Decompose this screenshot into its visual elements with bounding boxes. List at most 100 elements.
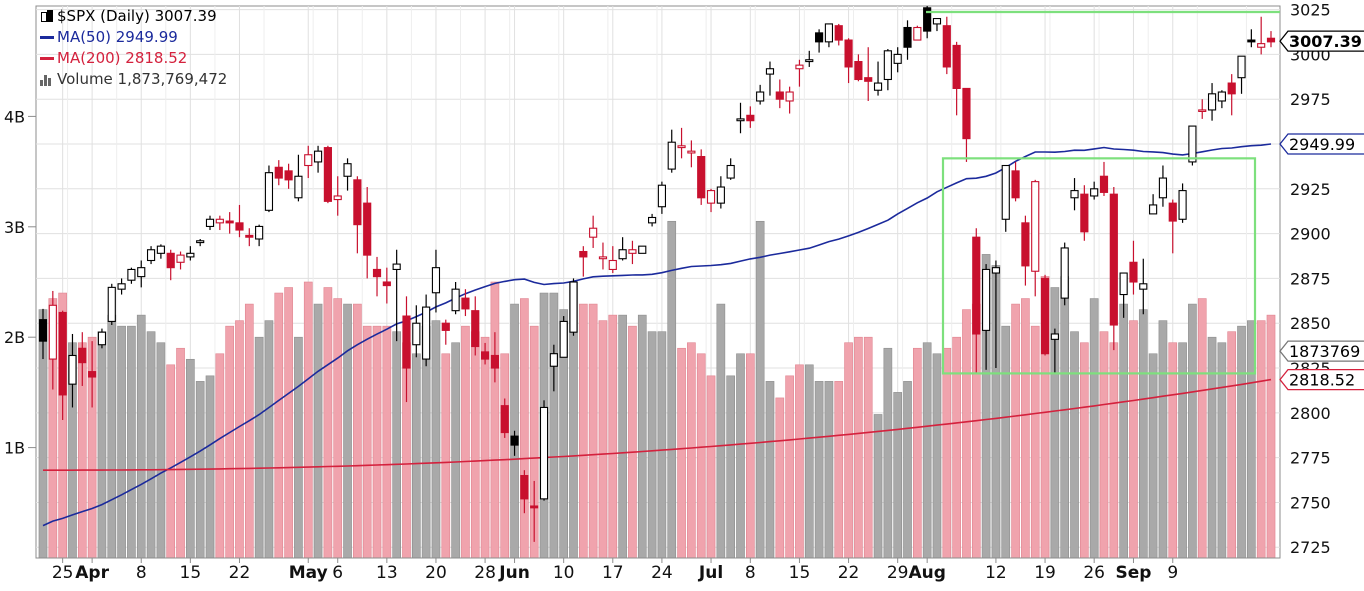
price-tick-label: 2800 xyxy=(1290,404,1331,423)
volume-bar xyxy=(1148,353,1158,559)
candle-body xyxy=(834,25,843,41)
candle-body xyxy=(1257,43,1266,48)
candle-body xyxy=(166,252,175,269)
volume-bar xyxy=(637,314,647,559)
volume-tick-label: 2B xyxy=(4,328,25,347)
price-tick-label: 2850 xyxy=(1290,314,1331,333)
candle-body xyxy=(480,351,490,360)
candle-body xyxy=(205,218,215,227)
candle-body xyxy=(706,190,716,204)
candle-body xyxy=(805,59,814,63)
candle-body xyxy=(1227,82,1236,95)
date-tick-label: 17 xyxy=(602,563,624,583)
volume-bar xyxy=(903,381,912,559)
candle-body xyxy=(264,172,274,211)
volume-bar xyxy=(1099,331,1109,559)
candle-body xyxy=(1011,170,1020,199)
candle-body xyxy=(461,297,470,310)
candle-body xyxy=(88,371,97,378)
volume-bar xyxy=(922,342,932,559)
candle-body xyxy=(913,26,922,41)
candle-body xyxy=(196,240,205,244)
candle-body xyxy=(736,118,745,122)
candle-body xyxy=(530,505,539,509)
moving-averages xyxy=(42,143,1272,527)
price-tick-label: 2925 xyxy=(1290,180,1331,199)
volume-bar xyxy=(372,325,382,559)
volume-bar xyxy=(834,381,844,559)
candle-body xyxy=(667,141,676,170)
candle-body xyxy=(490,354,499,369)
candle-body xyxy=(1188,125,1197,163)
candle-icon xyxy=(40,9,54,24)
volume-bar xyxy=(284,287,293,559)
value-tag-label: 2949.99 xyxy=(1289,135,1355,154)
volume-bar xyxy=(1158,320,1168,559)
value-tag-red: 2818.52 xyxy=(1279,368,1364,391)
candle-body xyxy=(245,234,254,238)
volume-bar xyxy=(628,325,637,559)
value-tag-box xyxy=(1279,30,1364,52)
candle-body xyxy=(1021,222,1030,267)
volume-bar xyxy=(254,336,264,559)
date-tick-label: May xyxy=(289,563,328,583)
date-tick-label: 22 xyxy=(229,563,251,583)
candle-body xyxy=(589,227,598,238)
volume-bar xyxy=(1119,303,1128,559)
candle-body xyxy=(1266,37,1276,43)
candle-body xyxy=(235,222,244,231)
legend-ma200: MA(200) 2818.52 xyxy=(40,48,227,69)
candle-body xyxy=(225,220,234,224)
candle-body xyxy=(982,268,991,331)
candle-body xyxy=(795,64,804,70)
volume-bar xyxy=(804,364,814,559)
volume-bar xyxy=(235,320,244,559)
volume-bar xyxy=(156,342,166,559)
volume-bar xyxy=(854,336,863,559)
volume-bar xyxy=(1197,298,1207,559)
candle-body xyxy=(923,7,932,32)
candle-body xyxy=(1070,190,1079,199)
date-tick-label: Apr xyxy=(75,563,109,583)
value-tag-label: 2818.52 xyxy=(1289,371,1355,390)
candle-body xyxy=(274,166,283,179)
candle-body xyxy=(726,164,735,179)
ma50-line-icon xyxy=(40,36,54,39)
volume-bar xyxy=(166,364,176,559)
date-tick-label: Aug xyxy=(908,563,945,583)
volume-bar xyxy=(1021,298,1030,559)
candle-body xyxy=(608,259,617,271)
volume-bar xyxy=(264,320,274,559)
volume-bar xyxy=(726,375,736,559)
volume-bar xyxy=(1207,336,1217,559)
legend-volume-label: Volume 1,873,769,472 xyxy=(57,70,228,88)
volume-bar xyxy=(451,342,460,559)
volume-bar xyxy=(490,281,500,559)
candle-body xyxy=(304,154,313,167)
value-tag-label: 1873769 xyxy=(1289,342,1360,361)
volume-bar xyxy=(1129,320,1138,559)
legend: $SPX (Daily) 3007.39 MA(50) 2949.99 MA(2… xyxy=(40,6,227,90)
candle-body xyxy=(431,267,441,294)
volume-tick-label: 1B xyxy=(4,439,25,458)
volume-bar xyxy=(716,303,726,559)
candle-body xyxy=(628,249,637,254)
volume-bar xyxy=(795,364,804,559)
candle-body xyxy=(1109,193,1118,326)
candle-body xyxy=(1207,93,1217,111)
volume-tick-label: 4B xyxy=(4,107,25,126)
price-tick-label: 2900 xyxy=(1290,225,1331,244)
value-tag-box xyxy=(1279,133,1364,155)
volume-bar xyxy=(578,303,588,559)
date-tick-label: 24 xyxy=(651,563,673,583)
candle-body xyxy=(687,150,696,154)
candle-body xyxy=(991,267,1001,274)
price-tick-label: 3025 xyxy=(1290,1,1331,20)
candle-body xyxy=(1060,247,1069,299)
candle-body xyxy=(903,26,912,48)
candle-body xyxy=(1198,109,1207,112)
volume-bar xyxy=(431,320,441,559)
candle-body xyxy=(569,281,578,333)
volume-bar xyxy=(1001,325,1011,559)
